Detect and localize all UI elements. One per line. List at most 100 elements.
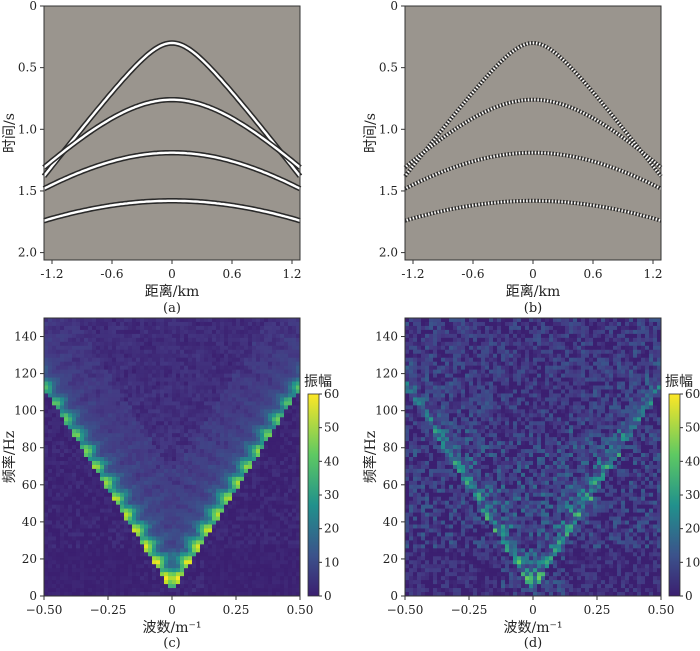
heat-cell [629, 321, 634, 327]
heat-cell [100, 548, 105, 553]
heat-cell [132, 365, 137, 371]
heat-cell [192, 318, 197, 323]
heat-cell [56, 421, 61, 426]
heat-cell [160, 385, 165, 390]
heat-cell [196, 369, 201, 374]
heat-cell [276, 544, 281, 549]
heat-cell [292, 337, 297, 343]
heat-cell [248, 365, 253, 371]
heat-cell [148, 580, 153, 585]
heat-cell [417, 325, 422, 331]
heat-cell [513, 318, 518, 323]
heat-cell [180, 468, 185, 474]
heat-cell [184, 341, 189, 347]
heat-cell [128, 429, 133, 434]
heat-cell [260, 393, 265, 398]
heat-cell [164, 504, 169, 510]
heat-cell [72, 496, 77, 502]
heat-cell [196, 496, 201, 502]
heat-cell [100, 337, 105, 343]
x-axis-label: 距离/km [506, 283, 560, 300]
heat-cell [248, 532, 253, 537]
heat-cell [264, 409, 269, 414]
heat-cell [240, 584, 245, 589]
heat-cell [216, 449, 221, 454]
heat-cell [156, 389, 161, 394]
heat-cell [252, 500, 257, 506]
heat-cell [192, 544, 197, 549]
heat-cell [296, 560, 301, 565]
heat-cell [405, 325, 410, 331]
heat-cell [148, 540, 153, 545]
heat-cell [557, 325, 562, 331]
heat-cell [192, 369, 197, 374]
heat-cell [64, 460, 69, 466]
heat-cell [284, 441, 289, 446]
heat-cell [172, 361, 177, 367]
heat-cell [200, 381, 205, 386]
heat-cell [116, 476, 121, 482]
heat-cell [645, 318, 650, 323]
heat-cell [144, 369, 149, 374]
heat-cell [272, 592, 277, 597]
heat-cell [272, 468, 277, 474]
heat-cell [84, 373, 89, 378]
heat-cell [549, 321, 554, 327]
heat-cell [272, 341, 277, 347]
heat-cell [48, 536, 53, 541]
heat-cell [465, 318, 470, 323]
heat-cell [136, 441, 141, 446]
heat-cell [272, 536, 277, 541]
heat-cell [148, 544, 153, 549]
heat-cell [176, 417, 181, 422]
heat-cell [140, 468, 145, 474]
heat-cell [268, 560, 273, 565]
heat-cell [60, 524, 65, 529]
heat-cell [256, 524, 261, 529]
heat-cell [112, 373, 117, 378]
heat-cell [180, 405, 185, 410]
heat-cell [48, 552, 53, 557]
heat-cell [268, 425, 273, 430]
heat-cell [204, 369, 209, 374]
heat-cell [184, 528, 189, 533]
heat-cell [92, 425, 97, 430]
heat-cell [92, 385, 97, 390]
heat-cell [465, 337, 470, 343]
heat-cell [224, 536, 229, 541]
heat-cell [561, 321, 566, 327]
heat-cell [232, 325, 237, 331]
heat-cell [272, 508, 277, 513]
heat-cell [160, 333, 165, 339]
heat-cell [248, 433, 253, 438]
heat-cell [184, 365, 189, 371]
heat-cell [72, 449, 77, 454]
heat-cell [76, 572, 81, 577]
heat-cell [140, 409, 145, 414]
heat-cell [176, 584, 181, 589]
heat-cell [120, 393, 125, 398]
heat-cell [48, 409, 53, 414]
heat-cell [72, 389, 77, 394]
heat-cell [256, 449, 261, 454]
heat-cell [116, 441, 121, 446]
heat-cell [124, 484, 129, 490]
heat-cell [260, 365, 265, 371]
heat-cell [100, 492, 105, 498]
heat-cell [44, 429, 49, 434]
heat-cell [216, 504, 221, 510]
heat-cell [204, 520, 209, 525]
heat-cell [152, 325, 157, 331]
heat-cell [100, 409, 105, 414]
heat-cell [641, 329, 646, 335]
heat-cell [124, 536, 129, 541]
heat-cell [148, 433, 153, 438]
heat-cell [144, 516, 149, 521]
heat-cell [100, 389, 105, 394]
heat-cell [136, 524, 141, 529]
heat-cell [48, 389, 53, 394]
heat-cell [240, 480, 245, 486]
heat-cell [56, 337, 61, 343]
heat-cell [256, 564, 261, 569]
heat-cell [164, 321, 169, 327]
